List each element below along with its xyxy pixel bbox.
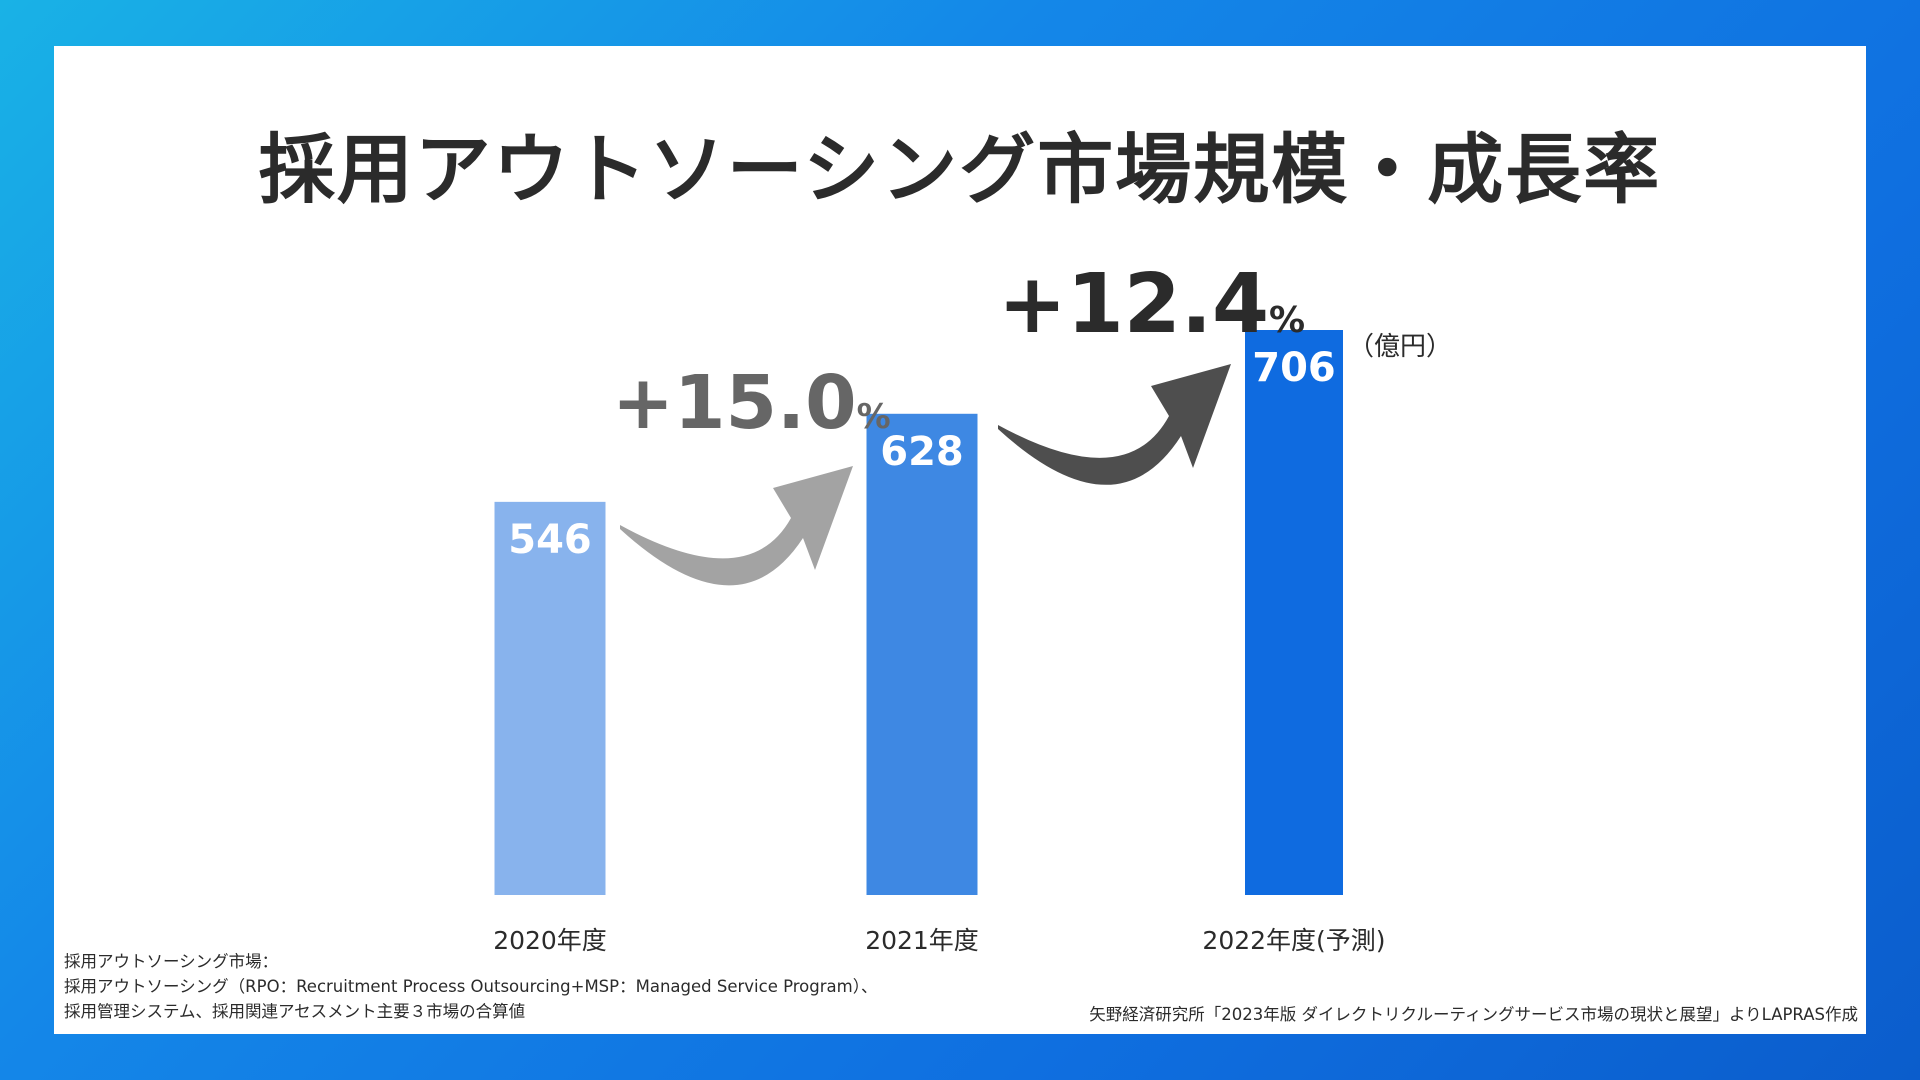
category-label-3: 2022年度(予測) <box>1202 926 1385 955</box>
footnote: 採用アウトソーシング市場： 採用アウトソーシング（RPO：Recruitment… <box>64 949 877 1024</box>
unit-label: （億円） <box>1348 332 1453 362</box>
growth-arrow-1 <box>620 466 853 586</box>
bar-2 <box>866 413 978 895</box>
category-label-1: 2020年度 <box>493 926 607 955</box>
chart-title: 採用アウトソーシング市場規模・成長率 <box>258 125 1662 214</box>
source-credit: 矢野経済研究所「2023年版 ダイレクトリクルーティングサービス市場の現状と展望… <box>1089 1005 1858 1024</box>
growth-arrow-2 <box>998 364 1231 485</box>
footnote-line-3: 採用管理システム、採用関連アセスメント主要３市場の合算値 <box>64 1002 526 1021</box>
footnote-line-2: 採用アウトソーシング（RPO：Recruitment Process Outso… <box>64 977 878 996</box>
bar-value-label-1: 546 <box>508 517 592 563</box>
growth-label-2: +12.4% <box>998 257 1305 352</box>
bar-1 <box>494 501 606 895</box>
category-label-2: 2021年度 <box>865 926 979 955</box>
bar-value-label-2: 628 <box>880 429 964 475</box>
growth-label-1: +15.0% <box>612 360 891 446</box>
bar-3 <box>1245 330 1343 895</box>
footnote-line-1: 採用アウトソーシング市場： <box>64 952 279 971</box>
bar-value-label-3: 706 <box>1252 345 1336 391</box>
